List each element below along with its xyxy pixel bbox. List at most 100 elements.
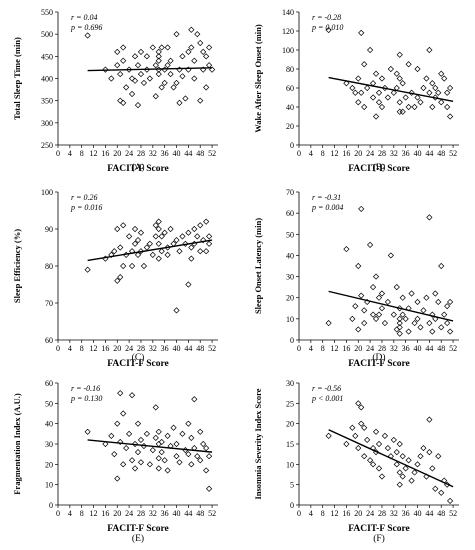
y-tick-label: 10 bbox=[286, 315, 294, 324]
data-point bbox=[120, 44, 127, 51]
y-tick-label: 40 bbox=[286, 103, 294, 112]
data-point bbox=[420, 444, 427, 452]
trend-line bbox=[87, 439, 213, 453]
data-point bbox=[393, 284, 400, 291]
x-axis-title: FACIT-F Score bbox=[107, 524, 168, 534]
data-point bbox=[143, 53, 150, 60]
y-tick-label: 100 bbox=[282, 46, 294, 55]
data-point bbox=[393, 326, 400, 333]
data-point bbox=[375, 89, 383, 96]
data-point bbox=[194, 453, 201, 460]
x-tick-label: 4 bbox=[68, 509, 72, 518]
data-point bbox=[117, 438, 124, 446]
data-point bbox=[381, 432, 389, 439]
data-point bbox=[438, 70, 445, 77]
x-tick-label: 20 bbox=[354, 509, 362, 518]
data-point bbox=[372, 428, 380, 435]
data-point bbox=[375, 440, 383, 448]
data-point bbox=[120, 57, 127, 64]
data-point bbox=[405, 328, 412, 335]
data-point bbox=[414, 94, 421, 101]
data-point bbox=[364, 436, 371, 444]
data-point bbox=[179, 73, 186, 80]
trend-line bbox=[328, 290, 454, 322]
x-tick-label: 8 bbox=[80, 509, 84, 518]
data-point bbox=[120, 99, 127, 106]
data-point bbox=[191, 75, 198, 82]
data-point bbox=[114, 48, 121, 55]
x-tick-label: 36 bbox=[161, 149, 169, 158]
data-point bbox=[399, 80, 406, 87]
data-point bbox=[375, 465, 383, 472]
data-point bbox=[155, 428, 162, 435]
data-point bbox=[194, 31, 201, 38]
x-axis-title: FACIT-F Score bbox=[348, 524, 409, 534]
panel-label: (E) bbox=[132, 533, 144, 544]
y-tick-label: 250 bbox=[41, 141, 53, 150]
data-point bbox=[123, 444, 130, 452]
y-tick-label: 15 bbox=[286, 440, 294, 449]
data-point bbox=[197, 457, 204, 464]
data-point bbox=[369, 94, 377, 101]
data-point bbox=[396, 319, 403, 327]
data-point bbox=[131, 53, 139, 60]
data-point bbox=[84, 266, 91, 273]
x-tick-label: 12 bbox=[90, 509, 98, 518]
data-point bbox=[355, 75, 362, 82]
y-tick-label: 0 bbox=[49, 501, 53, 510]
data-point bbox=[102, 66, 109, 73]
data-point bbox=[444, 89, 451, 96]
x-tick-label: 48 bbox=[437, 149, 445, 158]
x-tick-label: 12 bbox=[331, 509, 339, 518]
data-point bbox=[114, 420, 121, 427]
data-point bbox=[349, 84, 356, 92]
stat-annotation: r = -0.56 bbox=[312, 384, 341, 393]
data-point bbox=[158, 44, 165, 51]
data-point bbox=[361, 453, 368, 460]
data-point bbox=[206, 233, 213, 240]
x-tick-label: 24 bbox=[125, 149, 133, 158]
data-point bbox=[447, 298, 454, 306]
data-point bbox=[176, 459, 183, 466]
panel-label: (A) bbox=[131, 162, 144, 173]
trend-line bbox=[328, 76, 454, 102]
stat-annotation: p = 0.130 bbox=[70, 394, 102, 403]
y-tick-label: 25 bbox=[286, 399, 294, 408]
data-point bbox=[137, 229, 145, 236]
x-tick-label: 24 bbox=[366, 344, 374, 353]
data-point bbox=[358, 420, 365, 427]
scatter-panel-4: 0 4 8 12 16 20 24 28 32 36 40 44 48 52010203040506070… bbox=[253, 188, 459, 369]
data-point bbox=[417, 324, 424, 331]
x-tick-label: 20 bbox=[113, 149, 121, 158]
x-tick-label: 0 bbox=[56, 344, 60, 353]
data-point bbox=[438, 489, 445, 496]
data-point bbox=[432, 84, 439, 92]
data-point bbox=[361, 307, 368, 314]
data-point bbox=[114, 225, 121, 233]
data-point bbox=[352, 303, 359, 310]
data-point bbox=[191, 57, 198, 64]
data-point bbox=[176, 248, 183, 255]
x-tick-label: 40 bbox=[414, 509, 422, 518]
data-point bbox=[120, 222, 127, 229]
data-point bbox=[441, 75, 448, 82]
x-tick-label: 40 bbox=[173, 344, 181, 353]
data-point bbox=[158, 449, 165, 456]
trend-line bbox=[87, 67, 213, 72]
y-tick-label: 20 bbox=[286, 294, 294, 303]
data-point bbox=[349, 424, 356, 431]
data-point bbox=[155, 255, 162, 262]
data-point bbox=[134, 449, 142, 456]
y-tick-label: 20 bbox=[286, 420, 294, 429]
x-tick-label: 40 bbox=[414, 149, 422, 158]
x-tick-label: 28 bbox=[137, 149, 145, 158]
x-tick-label: 32 bbox=[149, 509, 157, 518]
data-point bbox=[137, 459, 145, 466]
data-point bbox=[149, 447, 156, 454]
data-point bbox=[170, 424, 177, 431]
data-point bbox=[438, 324, 445, 331]
data-point bbox=[114, 62, 121, 69]
scatter-panel-6: 0 4 8 12 16 20 24 28 32 36 40 44 48 52051015202530FAC… bbox=[253, 379, 459, 544]
data-point bbox=[197, 222, 204, 229]
